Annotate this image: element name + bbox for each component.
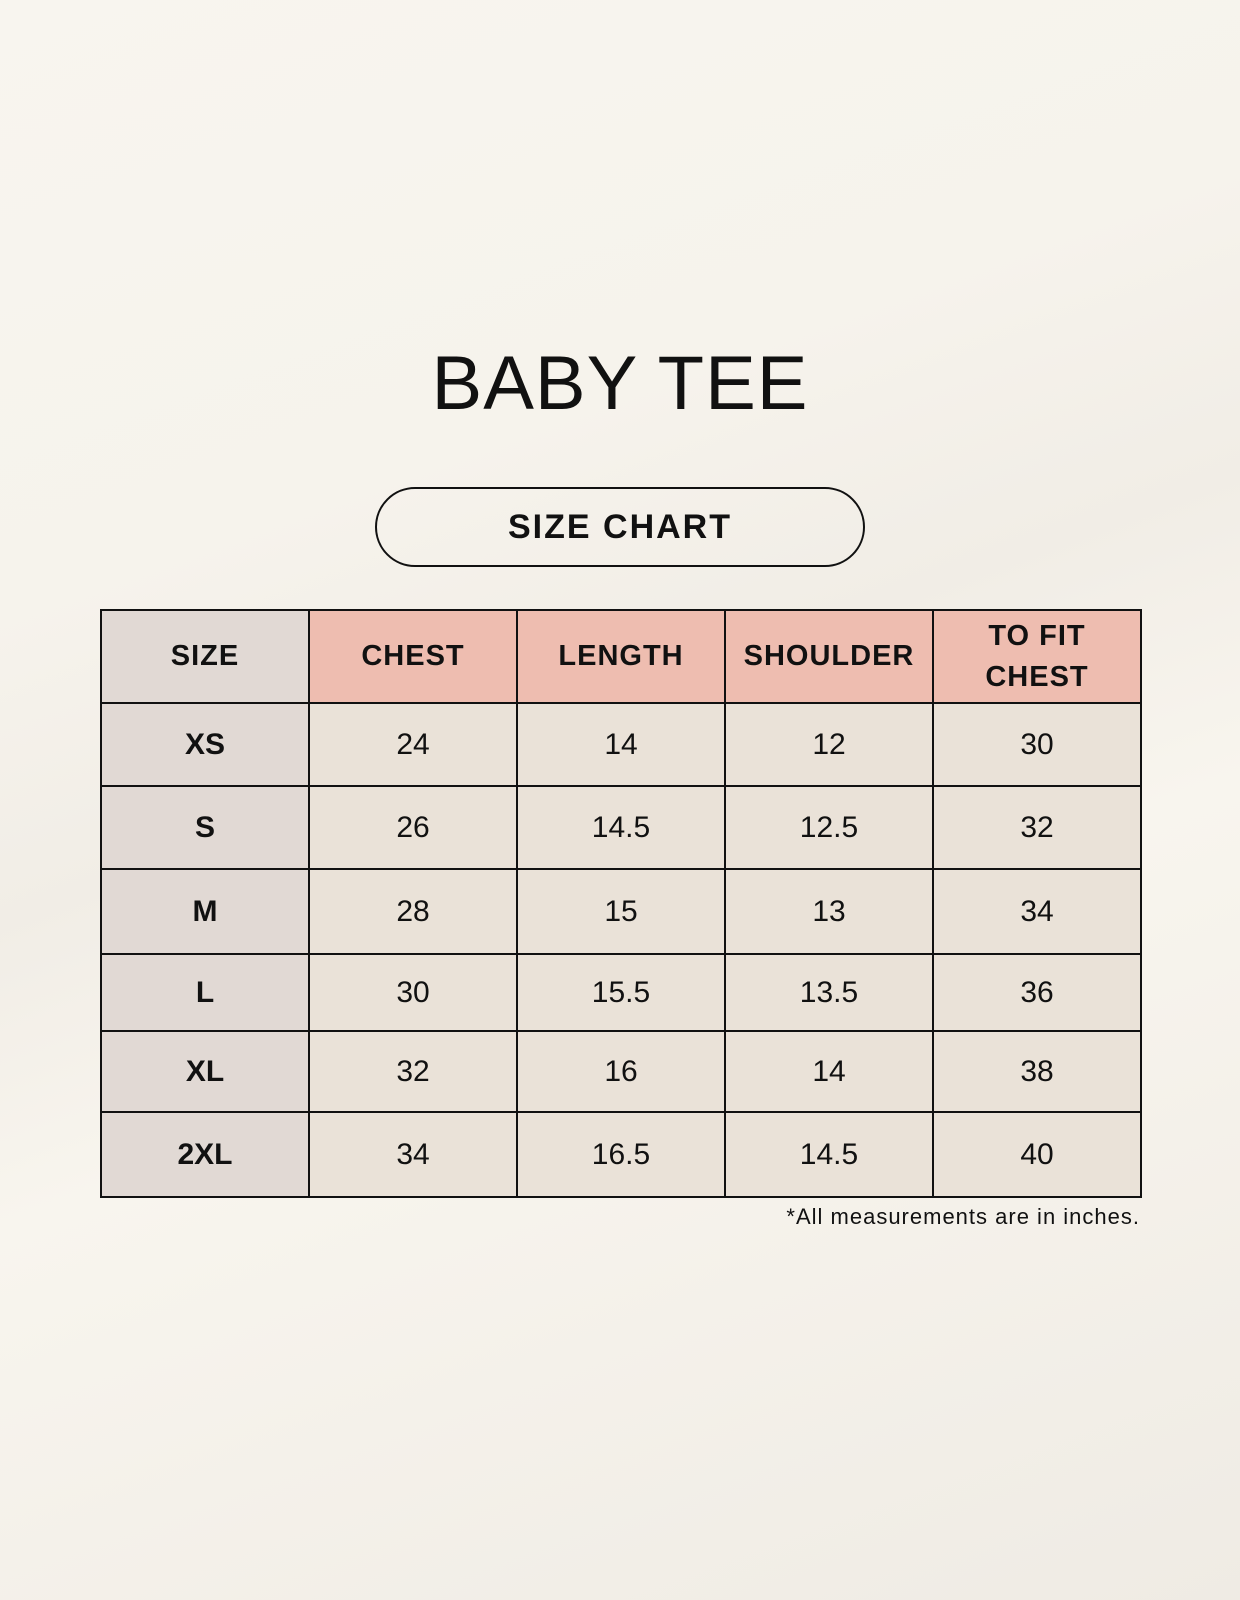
measurement-cell: 28 xyxy=(308,868,518,955)
measurement-cell: 34 xyxy=(932,868,1142,955)
measurement-cell: 16 xyxy=(516,1030,726,1113)
measurement-cell: 32 xyxy=(932,785,1142,870)
table-header-row: SIZE CHEST LENGTH SHOULDER TO FIT CHEST xyxy=(100,609,1142,704)
table-row: XS 24 14 12 30 xyxy=(100,702,1142,787)
measurement-cell: 13 xyxy=(724,868,934,955)
measurement-cell: 30 xyxy=(308,953,518,1032)
measurement-cell: 30 xyxy=(932,702,1142,787)
table-row: 2XL 34 16.5 14.5 40 xyxy=(100,1111,1142,1198)
measurement-cell: 26 xyxy=(308,785,518,870)
table-row: S 26 14.5 12.5 32 xyxy=(100,785,1142,870)
measurement-cell: 32 xyxy=(308,1030,518,1113)
header-length: LENGTH xyxy=(516,609,726,704)
measurement-cell: 12 xyxy=(724,702,934,787)
table-row: XL 32 16 14 38 xyxy=(100,1030,1142,1113)
header-chest: CHEST xyxy=(308,609,518,704)
measurement-cell: 40 xyxy=(932,1111,1142,1198)
measurement-cell: 16.5 xyxy=(516,1111,726,1198)
table-row: L 30 15.5 13.5 36 xyxy=(100,953,1142,1032)
measurement-cell: 38 xyxy=(932,1030,1142,1113)
measurement-cell: 12.5 xyxy=(724,785,934,870)
size-cell: 2XL xyxy=(100,1111,310,1198)
measurement-cell: 14.5 xyxy=(724,1111,934,1198)
size-cell: M xyxy=(100,868,310,955)
table-row: M 28 15 13 34 xyxy=(100,868,1142,955)
header-shoulder: SHOULDER xyxy=(724,609,934,704)
size-cell: XL xyxy=(100,1030,310,1113)
size-chart-label: SIZE CHART xyxy=(375,487,865,567)
measurement-cell: 24 xyxy=(308,702,518,787)
measurement-cell: 36 xyxy=(932,953,1142,1032)
measurement-cell: 15.5 xyxy=(516,953,726,1032)
size-cell: S xyxy=(100,785,310,870)
page-title: BABY TEE xyxy=(431,341,809,426)
measurement-cell: 14 xyxy=(516,702,726,787)
measurement-cell: 13.5 xyxy=(724,953,934,1032)
size-table: SIZE CHEST LENGTH SHOULDER TO FIT CHEST … xyxy=(100,609,1142,1198)
measurement-cell: 15 xyxy=(516,868,726,955)
measurement-cell: 14 xyxy=(724,1030,934,1113)
size-cell: L xyxy=(100,953,310,1032)
size-cell: XS xyxy=(100,702,310,787)
footnote: *All measurements are in inches. xyxy=(786,1204,1140,1229)
measurement-cell: 14.5 xyxy=(516,785,726,870)
header-size: SIZE xyxy=(100,609,310,704)
measurement-cell: 34 xyxy=(308,1111,518,1198)
header-to-fit-chest: TO FIT CHEST xyxy=(932,609,1142,704)
